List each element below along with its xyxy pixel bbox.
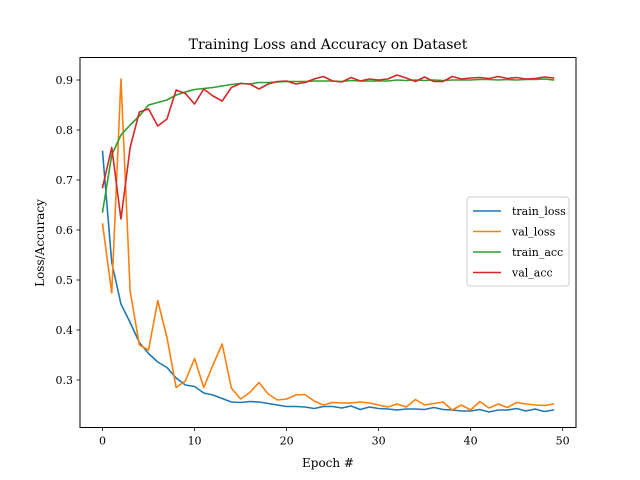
y-axis-label: Loss/Accuracy xyxy=(33,199,47,287)
x-tick-label: 40 xyxy=(464,435,478,448)
y-tick-label: 0.3 xyxy=(56,374,74,387)
y-tick-label: 0.6 xyxy=(56,224,74,237)
x-tick-label: 10 xyxy=(188,435,202,448)
x-tick-label: 50 xyxy=(556,435,570,448)
legend-label-train-loss: train_loss xyxy=(512,205,566,218)
chart-title: Training Loss and Accuracy on Dataset xyxy=(189,37,468,53)
x-tick-label: 20 xyxy=(280,435,294,448)
y-tick-label: 0.9 xyxy=(56,74,74,87)
series-line-val-loss xyxy=(101,78,555,411)
plot-area xyxy=(101,74,555,413)
legend: train_loss val_loss train_acc val_acc xyxy=(466,196,570,287)
x-axis-label: Epoch # xyxy=(302,456,354,470)
x-tick-label: 0 xyxy=(99,435,106,448)
legend-label-val-acc: val_acc xyxy=(511,267,553,280)
x-tick-label: 30 xyxy=(372,435,386,448)
series-line-train-loss xyxy=(101,150,555,413)
y-tick-label: 0.5 xyxy=(56,274,74,287)
y-axis: 0.3 0.4 0.5 0.6 0.7 0.8 0.9 xyxy=(56,74,80,387)
legend-label-val-loss: val_loss xyxy=(511,226,556,239)
y-tick-label: 0.4 xyxy=(56,324,74,337)
series-line-train-acc xyxy=(101,78,555,213)
x-axis: 0 10 20 30 40 50 xyxy=(99,427,570,448)
y-tick-label: 0.8 xyxy=(56,124,74,137)
legend-label-train-acc: train_acc xyxy=(512,246,563,259)
legend-box xyxy=(466,196,570,287)
series-line-val-acc xyxy=(101,74,555,220)
axes-frame xyxy=(79,57,577,428)
y-tick-label: 0.7 xyxy=(56,174,74,187)
